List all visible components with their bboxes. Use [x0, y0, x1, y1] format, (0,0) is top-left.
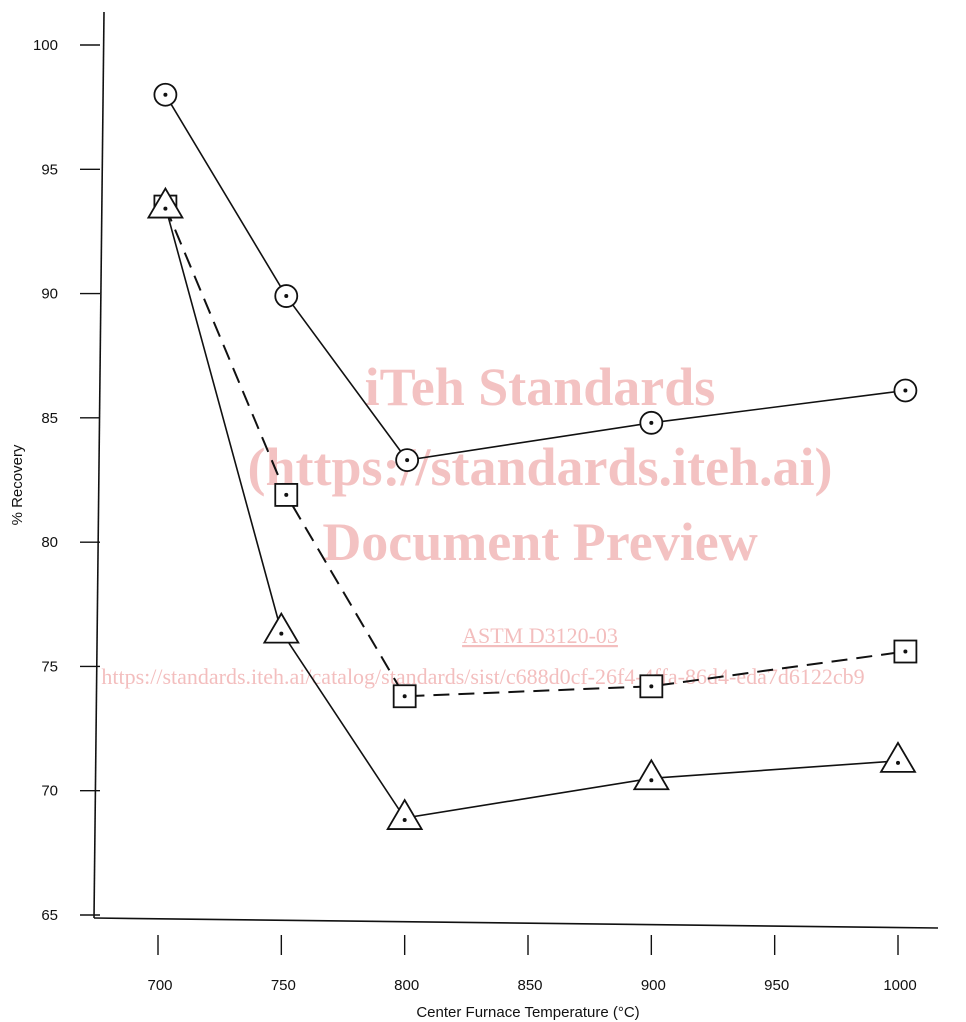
circle-marker [274, 284, 299, 308]
x-tick-label: 800 [394, 977, 419, 994]
series-layer [146, 82, 918, 830]
watermark: iTeh Standards (https://standards.iteh.a… [101, 357, 864, 689]
square-marker [392, 684, 417, 709]
y-tick-label: 90 [41, 286, 58, 303]
y-axis-line [93, 11, 105, 919]
y-axis-ticks: 65 70 75 80 85 90 95 100 [33, 37, 100, 924]
circle-marker [395, 448, 420, 473]
series-circle [153, 82, 918, 473]
triangle-marker [262, 611, 300, 644]
x-axis-ticks: 700 750 800 850 900 950 1000 [147, 935, 917, 994]
y-tick-label: 85 [41, 410, 58, 427]
x-tick-label: 950 [764, 977, 789, 994]
triangle-marker [386, 798, 424, 830]
watermark-url[interactable]: https://standards.iteh.ai/catalog/standa… [101, 664, 864, 689]
circle-marker [639, 410, 664, 435]
square-marker [639, 674, 664, 699]
x-tick-label: 700 [147, 977, 172, 994]
circle-marker [153, 82, 178, 107]
watermark-link[interactable]: ASTM D3120-03 [462, 623, 618, 648]
x-tick-label: 1000 [883, 977, 916, 994]
watermark-line2: (https://standards.iteh.ai) [247, 437, 832, 497]
x-axis-line [93, 917, 939, 929]
y-tick-label: 65 [41, 907, 58, 924]
y-axis-title: % Recovery [9, 444, 26, 525]
y-tick-label: 80 [41, 534, 58, 551]
y-tick-label: 95 [41, 161, 58, 178]
square-marker [274, 483, 299, 507]
circle-marker [893, 378, 918, 403]
series-triangle [146, 186, 917, 830]
x-axis-title: Center Furnace Temperature (°C) [416, 1004, 639, 1021]
series-line-square [164, 206, 906, 698]
y-tick-label: 70 [41, 783, 58, 800]
x-tick-label: 750 [271, 977, 296, 994]
y-tick-label: 75 [41, 658, 58, 675]
x-tick-label: 900 [641, 977, 666, 994]
square-marker [893, 639, 918, 664]
triangle-marker [879, 741, 917, 773]
triangle-marker [146, 186, 184, 219]
x-tick-label: 850 [517, 977, 542, 994]
watermark-line1: iTeh Standards [365, 357, 716, 417]
triangle-marker [632, 758, 670, 791]
y-tick-label: 100 [33, 37, 58, 54]
watermark-line3: Document Preview [322, 512, 757, 572]
